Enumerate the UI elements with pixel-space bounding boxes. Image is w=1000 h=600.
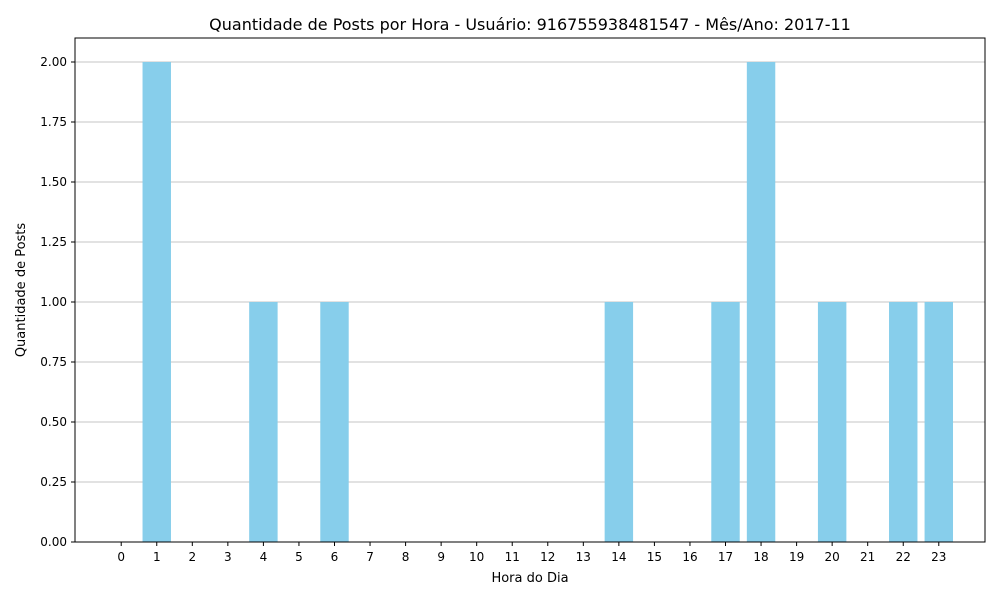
y-tick-label: 0.50 <box>40 415 67 429</box>
x-axis-ticks: 0 1 2 3 4 5 6 7 8 9 10 11 12 13 14 15 16 17 18 19 20 21 22 23 <box>117 542 946 564</box>
x-tick-label: 10 <box>469 550 484 564</box>
x-tick-label: 18 <box>753 550 768 564</box>
x-tick-label: 1 <box>153 550 161 564</box>
bar-hour-17 <box>711 302 740 542</box>
x-tick-label: 4 <box>260 550 268 564</box>
bar-hour-20 <box>817 302 847 542</box>
bar-hour-22 <box>889 302 918 542</box>
x-axis-label: Hora do Dia <box>491 571 568 586</box>
bars <box>142 62 954 542</box>
y-tick-label: 1.00 <box>40 295 67 309</box>
x-tick-label: 17 <box>718 550 733 564</box>
x-tick-label: 9 <box>437 550 445 564</box>
y-axis-label: Quantidade de Posts <box>14 223 29 358</box>
x-tick-label: 16 <box>682 550 697 564</box>
bar-hour-18 <box>746 62 776 542</box>
x-tick-label: 6 <box>331 550 339 564</box>
x-tick-label: 20 <box>825 550 840 564</box>
x-tick-label: 8 <box>402 550 410 564</box>
bar-hour-23 <box>924 302 954 542</box>
x-tick-label: 12 <box>540 550 555 564</box>
y-tick-label: 1.75 <box>40 115 67 129</box>
x-tick-label: 13 <box>576 550 591 564</box>
bar-hour-4 <box>249 302 278 542</box>
y-axis-ticks: 0.00 0.25 0.50 0.75 1.00 1.25 1.50 1.75 2.00 <box>40 55 75 549</box>
chart-title: Quantidade de Posts por Hora - Usuário: … <box>209 15 851 34</box>
x-tick-label: 19 <box>789 550 804 564</box>
x-tick-label: 0 <box>117 550 125 564</box>
x-tick-label: 15 <box>647 550 662 564</box>
y-tick-label: 0.25 <box>40 475 67 489</box>
y-tick-label: 0.75 <box>40 355 67 369</box>
x-tick-label: 14 <box>611 550 626 564</box>
x-tick-label: 21 <box>860 550 875 564</box>
bar-hour-14 <box>604 302 634 542</box>
y-tick-label: 2.00 <box>40 55 67 69</box>
bar-hour-1 <box>142 62 171 542</box>
plot-area-frame <box>74 37 986 543</box>
x-tick-label: 22 <box>896 550 911 564</box>
x-tick-label: 11 <box>505 550 520 564</box>
y-tick-label: 0.00 <box>40 535 67 549</box>
y-gridlines <box>75 61 985 543</box>
bar-hour-6 <box>320 302 349 542</box>
x-tick-label: 7 <box>366 550 374 564</box>
x-tick-label: 23 <box>931 550 946 564</box>
y-tick-label: 1.50 <box>40 175 67 189</box>
x-tick-label: 2 <box>188 550 196 564</box>
x-tick-label: 5 <box>295 550 303 564</box>
x-tick-label: 3 <box>224 550 232 564</box>
y-tick-label: 1.25 <box>40 235 67 249</box>
